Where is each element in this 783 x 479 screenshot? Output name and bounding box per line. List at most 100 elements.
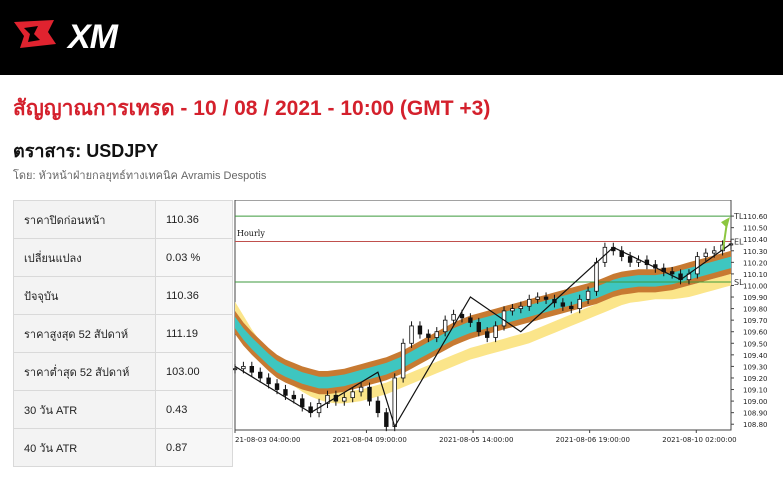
y-tick-label: 109.50	[743, 340, 768, 348]
author-byline: โดย: หัวหน้าฝ่ายกลยุทธ์ทางเทคนิค Avramis…	[13, 170, 267, 182]
candle-body	[459, 313, 465, 319]
inner-band	[235, 256, 731, 389]
candle-body	[594, 261, 599, 292]
candle-body	[375, 400, 381, 414]
y-tick-label: 109.90	[743, 294, 768, 302]
stat-label: ปัจจุบัน	[13, 276, 156, 315]
stat-value: 0.03 %	[155, 238, 233, 277]
candle-body	[417, 325, 423, 335]
logo-text: XM	[68, 18, 118, 56]
y-tick-label: 110.30	[743, 248, 768, 256]
stats-row: 40 วัน ATR 0.87	[13, 428, 233, 467]
stats-row: ราคาสูงสุด 52 สัปดาห์ 111.19	[13, 314, 233, 353]
y-tick-label: 109.40	[743, 352, 768, 360]
stats-row: ปัจจุบัน 110.36	[13, 276, 233, 315]
candle-body	[476, 322, 481, 333]
stat-value: 0.87	[155, 428, 233, 467]
candle-body	[350, 391, 355, 399]
stats-row: เปลี่ยนแปลง 0.03 %	[13, 238, 233, 277]
header-bar: XM	[0, 0, 783, 75]
candle-body	[384, 412, 389, 427]
candle-body	[577, 298, 582, 309]
stats-row: 30 วัน ATR 0.43	[13, 390, 233, 429]
candle-body	[468, 317, 473, 323]
xm-logo[interactable]: XM	[10, 14, 135, 56]
candle-body	[485, 331, 490, 338]
stats-table: ราคาปิดก่อนหน้า 110.36 เปลี่ยนแปลง 0.03 % ปั…	[13, 200, 233, 467]
page-title: สัญญาณการเทรด - 10 / 08 / 2021 - 10:00 (…	[13, 97, 491, 120]
candle-body	[585, 290, 591, 300]
candle-body	[266, 377, 271, 385]
stat-label: เปลี่ยนแปลง	[13, 238, 156, 277]
candle-body	[233, 368, 238, 371]
projection-arrowhead	[721, 217, 730, 229]
stat-value: 111.19	[155, 314, 233, 353]
x-tick-label: 2021-08-04 09:00:00	[332, 436, 406, 444]
stat-label: 40 วัน ATR	[13, 428, 156, 467]
logo-mark-icon	[14, 20, 56, 48]
y-tick-label: 109.70	[743, 317, 768, 325]
candle-body	[535, 296, 540, 300]
y-tick-label: 108.90	[743, 410, 768, 418]
candle-body	[703, 252, 708, 257]
candle-body	[501, 310, 507, 327]
candle-body	[527, 298, 532, 307]
instrument-heading: ตราสาร: USDJPY	[13, 141, 159, 161]
stat-label: ราคาต่ำสุด 52 สัปดาห์	[13, 352, 156, 391]
candle-body	[569, 305, 574, 309]
y-tick-label: 109.00	[743, 398, 768, 406]
candle-body	[434, 331, 439, 338]
stat-value: 0.43	[155, 390, 233, 429]
candle-body	[711, 250, 717, 254]
candle-body	[560, 302, 566, 307]
candle-body	[249, 366, 255, 373]
y-tick-label: 109.20	[743, 375, 768, 383]
x-tick-label: 2021-08-05 14:00:00	[439, 436, 513, 444]
candle-body	[392, 377, 397, 427]
zigzag-line	[234, 243, 732, 428]
level-label-sl: SL	[734, 278, 744, 287]
candle-body	[543, 296, 549, 300]
stat-value: 103.00	[155, 352, 233, 391]
candle-body	[367, 386, 372, 402]
candle-body	[669, 271, 675, 275]
y-tick-label: 109.30	[743, 363, 768, 371]
candle-body	[300, 398, 305, 408]
y-tick-label: 109.80	[743, 306, 768, 314]
price-chart: TL EL SL Hourly 108.80 108.90 109.00 109.10 109.…	[233, 200, 768, 444]
candle-body	[258, 371, 263, 379]
candle-body	[426, 333, 431, 338]
x-tick-label: 2021-08-06 19:00:00	[556, 436, 630, 444]
y-tick-label: 110.60	[743, 213, 768, 221]
y-tick-label: 109.60	[743, 329, 768, 337]
y-tick-label: 109.10	[743, 387, 768, 395]
chart-title: Hourly	[237, 229, 265, 238]
candle-body	[358, 386, 364, 393]
candle-body	[518, 305, 524, 309]
candle-body	[325, 394, 330, 404]
candle-body	[409, 325, 414, 344]
candle-body	[695, 256, 700, 275]
stat-label: ราคาปิดก่อนหน้า	[13, 200, 156, 239]
x-tick-label: 21-08-03 04:00:00	[235, 436, 300, 444]
stat-label: ราคาสูงสุด 52 สัปดาห์	[13, 314, 156, 353]
candle-body	[274, 383, 280, 390]
stats-row: ราคาต่ำสุด 52 สัปดาห์ 103.00	[13, 352, 233, 391]
y-tick-label: 110.10	[743, 271, 768, 279]
y-tick-label: 108.80	[743, 421, 768, 429]
candle-body	[442, 319, 448, 333]
candle-body	[291, 394, 297, 400]
candle-body	[451, 313, 456, 321]
level-label-el: EL	[734, 238, 744, 247]
candle-body	[627, 256, 633, 263]
y-tick-label: 110.00	[743, 282, 768, 290]
stat-value: 110.36	[155, 276, 233, 315]
candle-body	[283, 389, 288, 396]
candle-body	[510, 308, 515, 312]
y-tick-label: 110.50	[743, 225, 768, 233]
candle-body	[400, 342, 406, 379]
y-tick-label: 110.20	[743, 259, 768, 267]
stats-row: ราคาปิดก่อนหน้า 110.36	[13, 200, 233, 239]
candle-body	[241, 366, 246, 370]
candle-body	[493, 325, 498, 338]
